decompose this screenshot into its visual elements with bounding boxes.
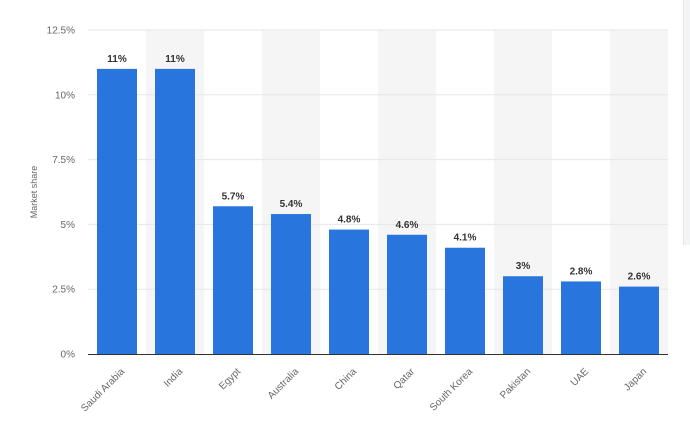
y-tick-label: 2.5% <box>52 285 75 296</box>
x-tick-label: Qatar <box>392 366 418 392</box>
bar <box>329 229 369 354</box>
y-tick-label: 5% <box>61 220 76 231</box>
data-label: 5.4% <box>280 199 303 210</box>
x-axis-ticks: Saudi Arabia India Egypt Australia China Qata… <box>79 366 649 414</box>
bars <box>97 68 659 354</box>
x-tick-label: Japan <box>622 366 649 393</box>
y-tick-label: 0% <box>61 350 76 361</box>
data-label: 3% <box>516 261 531 272</box>
bar <box>155 68 195 354</box>
bar <box>97 68 137 354</box>
data-label: 11% <box>165 54 185 65</box>
data-label: 4.1% <box>454 233 477 244</box>
x-tick-label: Saudi Arabia <box>79 366 127 414</box>
x-tick-label: China <box>333 366 360 393</box>
x-tick-label: Egypt <box>217 366 243 392</box>
y-tick-label: 10% <box>55 90 75 101</box>
y-axis-ticks: 0% 2.5% 5% 7.5% 10% 12.5% <box>47 26 75 361</box>
x-tick-label: Pakistan <box>498 366 533 401</box>
bar <box>561 281 601 354</box>
bar <box>619 286 659 354</box>
data-label: 11% <box>107 54 127 65</box>
data-label: 4.6% <box>396 220 419 231</box>
y-axis-title: Market share <box>29 166 39 219</box>
data-label: 5.7% <box>222 191 245 202</box>
bar <box>445 247 485 354</box>
y-tick-label: 12.5% <box>47 26 75 37</box>
data-label: 4.8% <box>338 215 361 226</box>
bar <box>213 206 253 354</box>
x-tick-label: India <box>162 366 185 389</box>
x-tick-label: UAE <box>569 366 592 389</box>
x-tick-label: Australia <box>266 366 302 402</box>
side-panel-edge <box>683 0 690 245</box>
bar <box>387 234 427 354</box>
bar <box>503 276 543 354</box>
data-label: 2.6% <box>628 272 651 283</box>
data-labels: 11% 11% 5.7% 5.4% 4.8% 4.6% 4.1% 3% 2.8% 2.6% <box>107 54 650 283</box>
bar <box>271 214 311 354</box>
x-tick-label: South Korea <box>428 366 475 413</box>
data-label: 2.8% <box>570 266 593 277</box>
y-tick-label: 7.5% <box>52 155 75 166</box>
